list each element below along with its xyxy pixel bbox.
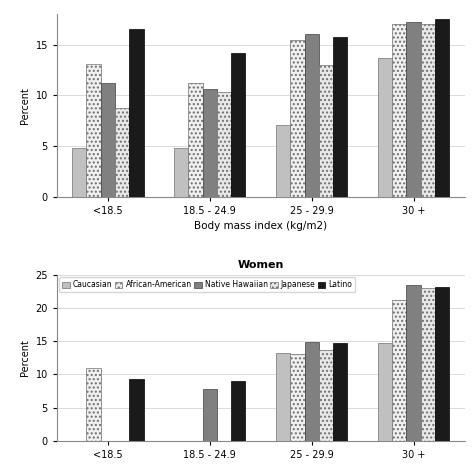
Bar: [202, 89, 217, 197]
Bar: [188, 83, 202, 197]
Y-axis label: Percent: Percent: [20, 339, 30, 376]
Bar: [333, 36, 347, 197]
Bar: [435, 19, 449, 197]
Legend: Caucasian, African-American, Native Hawaiian, Japanese, Latino: Caucasian, African-American, Native Hawa…: [59, 277, 356, 292]
Bar: [392, 300, 406, 441]
Bar: [202, 389, 217, 441]
Bar: [290, 354, 304, 441]
X-axis label: Body mass index (kg/m2): Body mass index (kg/m2): [194, 221, 327, 231]
Bar: [421, 288, 435, 441]
Bar: [421, 24, 435, 197]
Bar: [392, 24, 406, 197]
Bar: [217, 92, 231, 197]
Bar: [129, 29, 144, 197]
Y-axis label: Percent: Percent: [20, 87, 30, 124]
Bar: [406, 285, 421, 441]
Bar: [319, 65, 333, 197]
Bar: [72, 148, 86, 197]
Bar: [378, 58, 392, 197]
Bar: [378, 343, 392, 441]
Bar: [333, 343, 347, 441]
Bar: [231, 381, 246, 441]
Bar: [304, 35, 319, 197]
Title: Women: Women: [237, 260, 284, 270]
Bar: [406, 22, 421, 197]
Bar: [100, 83, 115, 197]
Bar: [304, 342, 319, 441]
Bar: [129, 379, 144, 441]
Bar: [174, 148, 188, 197]
Bar: [231, 53, 246, 197]
Bar: [435, 287, 449, 441]
Bar: [276, 125, 290, 197]
Bar: [290, 39, 304, 197]
Bar: [319, 350, 333, 441]
Bar: [86, 64, 100, 197]
Bar: [115, 109, 129, 197]
Bar: [276, 353, 290, 441]
Bar: [86, 368, 100, 441]
